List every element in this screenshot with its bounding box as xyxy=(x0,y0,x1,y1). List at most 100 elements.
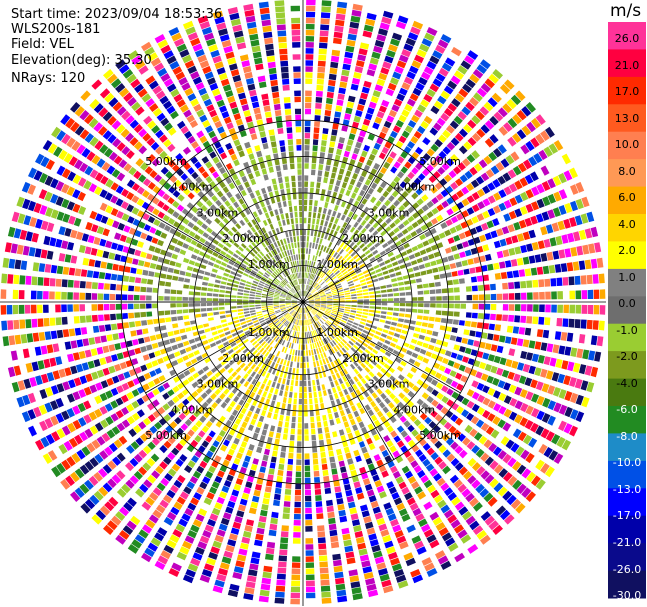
velocity-gate xyxy=(308,205,313,212)
velocity-gate xyxy=(305,320,307,326)
velocity-gate xyxy=(314,403,319,410)
velocity-gate xyxy=(447,311,454,317)
velocity-gate xyxy=(285,298,292,300)
velocity-gate xyxy=(28,425,37,437)
velocity-gate xyxy=(572,261,580,271)
velocity-gate xyxy=(441,200,449,209)
velocity-gate xyxy=(249,307,255,310)
velocity-gate xyxy=(435,310,442,316)
velocity-gate xyxy=(438,365,446,372)
velocity-gate xyxy=(567,232,575,243)
velocity-gate xyxy=(441,62,452,72)
velocity-gate xyxy=(481,265,488,272)
velocity-gate xyxy=(70,229,78,239)
velocity-gate xyxy=(307,279,311,285)
velocity-gate xyxy=(155,146,164,155)
velocity-gate xyxy=(363,24,374,32)
velocity-gate xyxy=(286,360,290,367)
velocity-gate xyxy=(225,434,233,442)
velocity-gate xyxy=(387,346,394,353)
velocity-gate xyxy=(171,316,178,322)
velocity-gate xyxy=(108,230,116,239)
velocity-gate xyxy=(373,334,380,340)
velocity-gate xyxy=(361,285,368,289)
velocity-gate xyxy=(112,138,122,148)
velocity-gate xyxy=(292,349,295,356)
velocity-gate xyxy=(235,560,245,568)
velocity-gate xyxy=(227,589,239,598)
velocity-gate xyxy=(262,309,268,313)
velocity-gate xyxy=(524,268,532,277)
velocity-gate xyxy=(240,335,247,341)
velocity-gate xyxy=(459,286,466,293)
velocity-gate xyxy=(283,312,289,316)
velocity-gate xyxy=(305,29,315,36)
velocity-gate xyxy=(334,25,344,33)
velocity-gate xyxy=(540,428,550,439)
velocity-gate xyxy=(512,479,522,490)
velocity-gate xyxy=(279,298,285,300)
velocity-gate xyxy=(127,497,137,507)
velocity-gate xyxy=(149,170,158,179)
velocity-gate xyxy=(453,524,465,534)
velocity-gate xyxy=(407,156,416,165)
velocity-gate xyxy=(487,97,498,108)
velocity-gate xyxy=(252,349,258,356)
velocity-gate xyxy=(563,218,571,229)
velocity-gate xyxy=(478,303,485,310)
velocity-gate xyxy=(315,299,321,301)
velocity-gate xyxy=(190,439,199,448)
velocity-gate xyxy=(352,213,358,221)
velocity-gate xyxy=(323,177,328,184)
velocity-gate xyxy=(314,121,321,127)
velocity-gate xyxy=(439,325,446,331)
velocity-gate xyxy=(316,237,320,244)
velocity-gate xyxy=(426,329,433,335)
velocity-gate xyxy=(342,478,350,485)
velocity-gate xyxy=(303,284,305,290)
velocity-gate xyxy=(131,539,142,549)
velocity-gate xyxy=(2,336,10,347)
velocity-gate xyxy=(338,137,345,144)
velocity-gate xyxy=(227,500,236,509)
velocity-gate xyxy=(399,297,406,301)
velocity-gate xyxy=(471,391,480,400)
velocity-gate xyxy=(67,304,73,312)
velocity-gate xyxy=(142,462,152,472)
velocity-gate xyxy=(249,272,256,277)
velocity-gate xyxy=(398,481,407,490)
velocity-gate xyxy=(89,425,99,435)
velocity-gate xyxy=(159,499,169,509)
velocity-gate xyxy=(378,523,388,532)
velocity-gate xyxy=(199,415,207,423)
velocity-gate xyxy=(424,179,432,188)
velocity-gate xyxy=(164,122,173,131)
velocity-gate xyxy=(278,323,283,329)
velocity-gate xyxy=(218,523,228,532)
velocity-gate xyxy=(458,449,468,459)
velocity-gate xyxy=(146,137,156,147)
velocity-gate xyxy=(311,224,315,231)
velocity-gate xyxy=(409,414,418,422)
velocity-gate xyxy=(406,71,416,80)
velocity-gate xyxy=(222,379,230,387)
velocity-gate xyxy=(104,403,113,412)
velocity-gate xyxy=(414,272,421,277)
velocity-gate xyxy=(361,36,371,44)
velocity-gate xyxy=(230,342,237,348)
velocity-gate xyxy=(360,386,366,393)
velocity-gate xyxy=(268,346,273,352)
velocity-gate xyxy=(228,274,235,279)
velocity-gate xyxy=(307,285,310,291)
velocity-gate xyxy=(316,335,320,341)
velocity-gate xyxy=(160,166,169,175)
velocity-gate xyxy=(337,174,343,181)
velocity-gate xyxy=(318,250,322,257)
velocity-gate xyxy=(315,276,319,282)
velocity-gate xyxy=(305,284,308,291)
velocity-gate xyxy=(291,574,301,581)
velocity-gate xyxy=(49,278,56,287)
velocity-gate xyxy=(221,556,232,565)
velocity-gate xyxy=(321,299,327,301)
velocity-gate xyxy=(55,397,64,408)
